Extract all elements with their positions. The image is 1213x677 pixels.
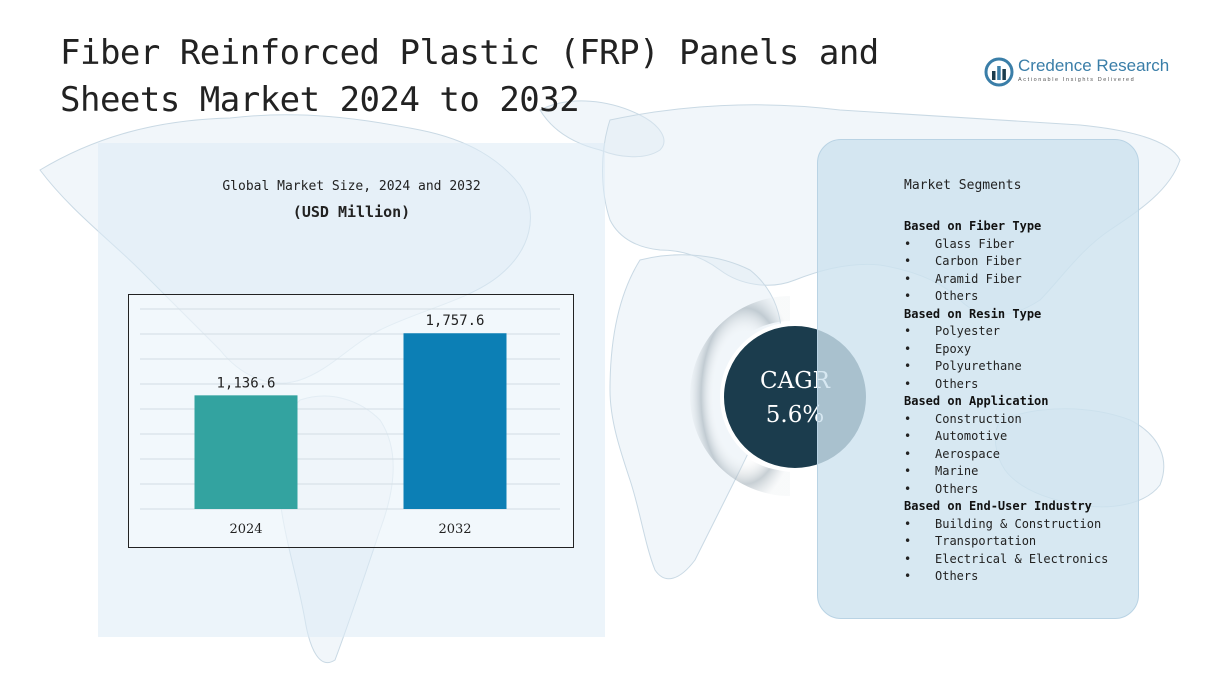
- bar-2024: [194, 395, 298, 509]
- segment-item: Polyester: [904, 323, 1136, 341]
- segment-item: Polyurethane: [904, 358, 1136, 376]
- page-title: Fiber Reinforced Plastic (FRP) Panels an…: [60, 33, 879, 120]
- segment-group-title: Based on Resin Type: [904, 306, 1042, 321]
- segment-item: Aramid Fiber: [904, 271, 1136, 289]
- bar-value-label: 1,757.6: [425, 313, 484, 329]
- bar-2032: [403, 333, 507, 509]
- segment-item: Others: [904, 481, 1136, 499]
- market-segments-panel: Market Segments Based on Fiber Type Glass…: [817, 139, 1139, 619]
- segment-item: Others: [904, 288, 1136, 306]
- segment-item: Automotive: [904, 428, 1136, 446]
- cagr-value: 5.6%: [765, 402, 825, 428]
- x-tick-label: 2024: [229, 522, 262, 537]
- segment-group-title: Based on End-User Industry: [904, 499, 1092, 513]
- segment-item: Aerospace: [904, 446, 1136, 464]
- brand-tagline: Actionable Insights Delivered: [1018, 77, 1136, 83]
- credence-logo-icon: [984, 57, 1014, 87]
- segment-item: Transportation: [904, 533, 1136, 551]
- segments-list: Based on Fiber Type Glass FiberCarbon Fib…: [904, 218, 1136, 586]
- segment-item: Electrical & Electronics: [904, 551, 1136, 569]
- segments-heading: Market Segments: [904, 178, 1022, 193]
- brand-logo: Credence Research Actionable Insights De…: [984, 56, 1184, 90]
- cagr-ring-shadow: [690, 296, 790, 496]
- chart-title: Global Market Size, 2024 and 2032: [222, 179, 481, 194]
- segment-item: Others: [904, 376, 1136, 394]
- market-size-panel: Global Market Size, 2024 and 2032 (USD M…: [98, 143, 605, 637]
- chart-unit-label: (USD Million): [292, 203, 411, 221]
- bar-value-label: 1,136.6: [216, 375, 275, 391]
- market-size-bar-chart: 1,136.6 2024 1,757.6 2032: [128, 294, 574, 548]
- segment-item: Glass Fiber: [904, 236, 1136, 254]
- x-tick-label: 2032: [438, 522, 471, 537]
- segment-group-title: Based on Application: [904, 394, 1049, 408]
- segment-item: Building & Construction: [904, 516, 1136, 534]
- brand-name: Credence Research: [1018, 56, 1170, 75]
- segment-item: Others: [904, 568, 1136, 586]
- segment-item: Carbon Fiber: [904, 253, 1136, 271]
- segment-item: Construction: [904, 411, 1136, 429]
- segment-item: Epoxy: [904, 341, 1136, 359]
- segment-group-title: Based on Fiber Type: [904, 219, 1042, 233]
- segment-item: Marine: [904, 463, 1136, 481]
